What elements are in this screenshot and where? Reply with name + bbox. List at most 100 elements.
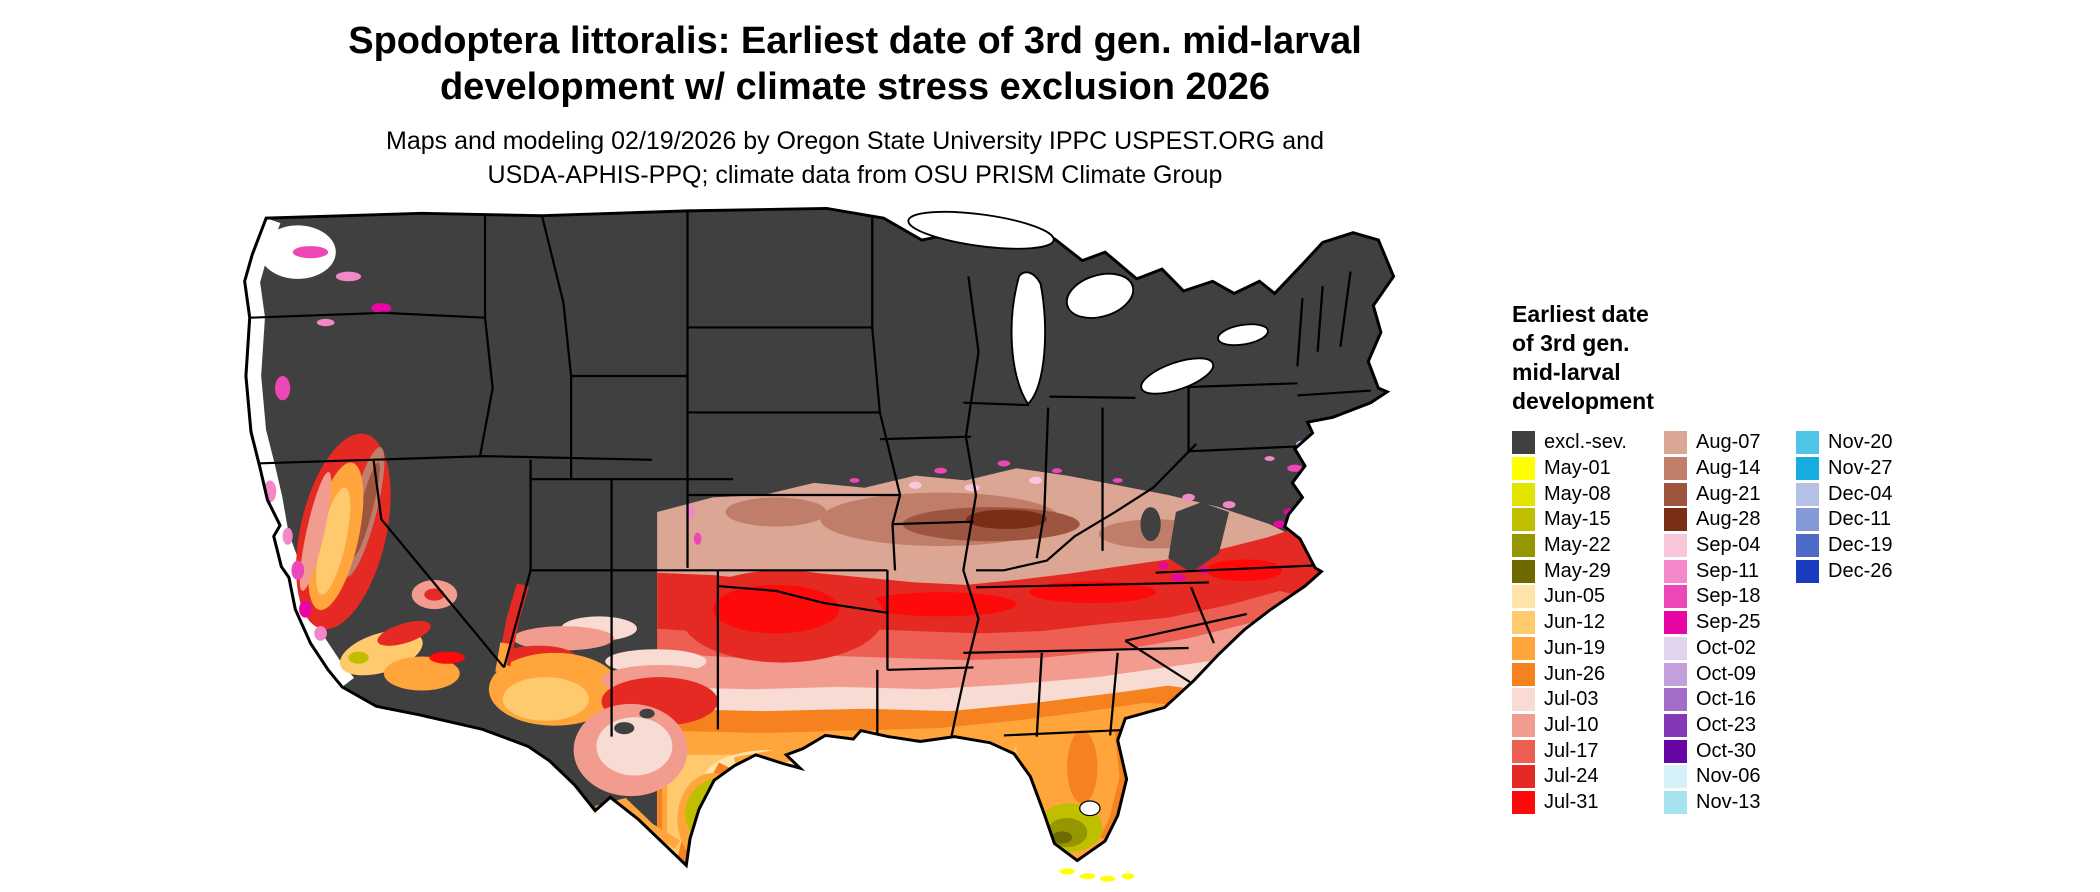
legend-item: Jul-24 xyxy=(1512,764,1627,790)
legend-label: May-15 xyxy=(1544,508,1611,531)
lake-michigan xyxy=(1010,271,1047,406)
legend-item: Aug-21 xyxy=(1664,481,1761,507)
legend-swatch xyxy=(1664,457,1687,481)
legend-item: Jul-17 xyxy=(1512,738,1627,764)
legend-item: Jun-26 xyxy=(1512,661,1627,687)
legend-swatch xyxy=(1512,534,1535,558)
legend-swatch xyxy=(1664,662,1687,686)
legend-label: Jul-10 xyxy=(1544,713,1599,736)
legend-label: Aug-07 xyxy=(1696,431,1761,454)
legend-label: Jul-17 xyxy=(1544,739,1599,762)
state-borders xyxy=(249,212,1371,755)
legend-swatch xyxy=(1512,662,1535,686)
legend-label: Jun-12 xyxy=(1544,611,1606,634)
legend-title-line: of 3rd gen. xyxy=(1512,330,1630,356)
legend-label: Sep-18 xyxy=(1696,585,1761,608)
legend-label: Nov-20 xyxy=(1828,431,1893,454)
figure-title-line2: development w/ climate stress exclusion … xyxy=(439,66,1271,108)
legend-column-2: Aug-07 Aug-14 Aug-21 Aug-28 Sep-04 Sep-11 Sep-… xyxy=(1664,430,1761,815)
legend-swatch xyxy=(1664,688,1687,712)
legend-swatch xyxy=(1512,611,1535,635)
legend-item: Dec-04 xyxy=(1796,481,1892,507)
legend-item: Aug-07 xyxy=(1664,430,1761,456)
legend-item: Nov-27 xyxy=(1796,456,1892,482)
legend-item: excl.-sev. xyxy=(1512,430,1627,456)
legend-swatch xyxy=(1512,585,1535,609)
legend-item: Jul-10 xyxy=(1512,713,1627,739)
legend-item: Dec-26 xyxy=(1796,558,1892,584)
legend-item: Nov-13 xyxy=(1664,790,1761,816)
legend-swatch xyxy=(1664,482,1687,506)
florida-keys xyxy=(1059,868,1135,882)
legend-swatch xyxy=(1796,508,1819,532)
legend-item: Oct-23 xyxy=(1664,713,1761,739)
legend-label: Jul-31 xyxy=(1544,790,1599,813)
legend-swatch xyxy=(1664,559,1687,583)
legend-label: Oct-23 xyxy=(1696,713,1757,736)
region-appalachia xyxy=(1140,493,1236,582)
legend-item: Sep-04 xyxy=(1664,533,1761,559)
legend-swatch xyxy=(1664,534,1687,558)
legend-item: Jun-05 xyxy=(1512,584,1627,610)
lake-superior xyxy=(907,210,1055,250)
legend-swatch xyxy=(1512,482,1535,506)
legend-item: May-01 xyxy=(1512,456,1627,482)
legend-swatch xyxy=(1512,508,1535,532)
legend-label: Jun-05 xyxy=(1544,585,1606,608)
legend-item: Oct-16 xyxy=(1664,687,1761,713)
legend-item: Sep-18 xyxy=(1664,584,1761,610)
legend-item: May-08 xyxy=(1512,481,1627,507)
legend-label: Jul-03 xyxy=(1544,688,1599,711)
legend-item: Nov-20 xyxy=(1796,430,1892,456)
legend-swatch xyxy=(1664,508,1687,532)
legend-column-3: Nov-20 Nov-27 Dec-04 Dec-11 Dec-19 Dec-26 xyxy=(1796,430,1892,584)
legend-label: May-29 xyxy=(1544,559,1611,582)
legend-label: Sep-04 xyxy=(1696,534,1761,557)
legend-swatch xyxy=(1512,739,1535,763)
region-texas-red xyxy=(681,570,884,663)
legend-label: Oct-16 xyxy=(1696,688,1757,711)
legend-item: Oct-02 xyxy=(1664,636,1761,662)
legend-title-line: development xyxy=(1512,388,1654,414)
legend-swatch xyxy=(1664,585,1687,609)
legend-item: Aug-28 xyxy=(1664,507,1761,533)
legend-label: May-01 xyxy=(1544,457,1611,480)
legend-item: May-15 xyxy=(1512,507,1627,533)
legend-label: Aug-28 xyxy=(1696,508,1761,531)
legend-item: Oct-30 xyxy=(1664,738,1761,764)
legend-item: Aug-14 xyxy=(1664,456,1761,482)
legend-swatch xyxy=(1664,765,1687,789)
legend-label: Jun-26 xyxy=(1544,662,1606,685)
legend-swatch xyxy=(1796,482,1819,506)
figure-title-line1: Spodoptera littoralis: Earliest date of … xyxy=(348,20,1362,62)
legend-title-line: mid-larval xyxy=(1512,359,1621,385)
legend-label: Sep-11 xyxy=(1696,559,1760,582)
legend-swatch xyxy=(1664,636,1687,660)
legend-swatch xyxy=(1512,713,1535,737)
legend-item: Oct-09 xyxy=(1664,661,1761,687)
legend-item: May-29 xyxy=(1512,558,1627,584)
legend-swatch xyxy=(1664,431,1687,455)
legend-item: Jun-12 xyxy=(1512,610,1627,636)
legend-item: Jul-03 xyxy=(1512,687,1627,713)
legend-label: Aug-21 xyxy=(1696,482,1761,505)
legend-swatch xyxy=(1664,790,1687,814)
legend-swatch xyxy=(1512,688,1535,712)
region-pnw-specks xyxy=(263,246,392,503)
legend-label: Nov-27 xyxy=(1828,457,1893,480)
legend-swatch xyxy=(1796,457,1819,481)
figure-title: Spodoptera littoralis: Earliest date of … xyxy=(0,18,1710,110)
lake-huron xyxy=(1065,272,1135,319)
legend-label: Oct-30 xyxy=(1696,739,1757,762)
figure-subtitle-line1: Maps and modeling 02/19/2026 by Oregon S… xyxy=(386,127,1324,155)
legend-swatch xyxy=(1512,431,1535,455)
legend-label: Nov-06 xyxy=(1696,765,1761,788)
legend-swatch xyxy=(1512,636,1535,660)
legend-item: Dec-19 xyxy=(1796,533,1892,559)
legend-swatch xyxy=(1664,739,1687,763)
legend-label: Dec-26 xyxy=(1828,559,1893,582)
lake-erie xyxy=(1140,357,1215,395)
legend-title-line: Earliest date xyxy=(1512,301,1649,327)
legend-label: Oct-02 xyxy=(1696,636,1757,659)
legend-label: Jun-19 xyxy=(1544,636,1606,659)
